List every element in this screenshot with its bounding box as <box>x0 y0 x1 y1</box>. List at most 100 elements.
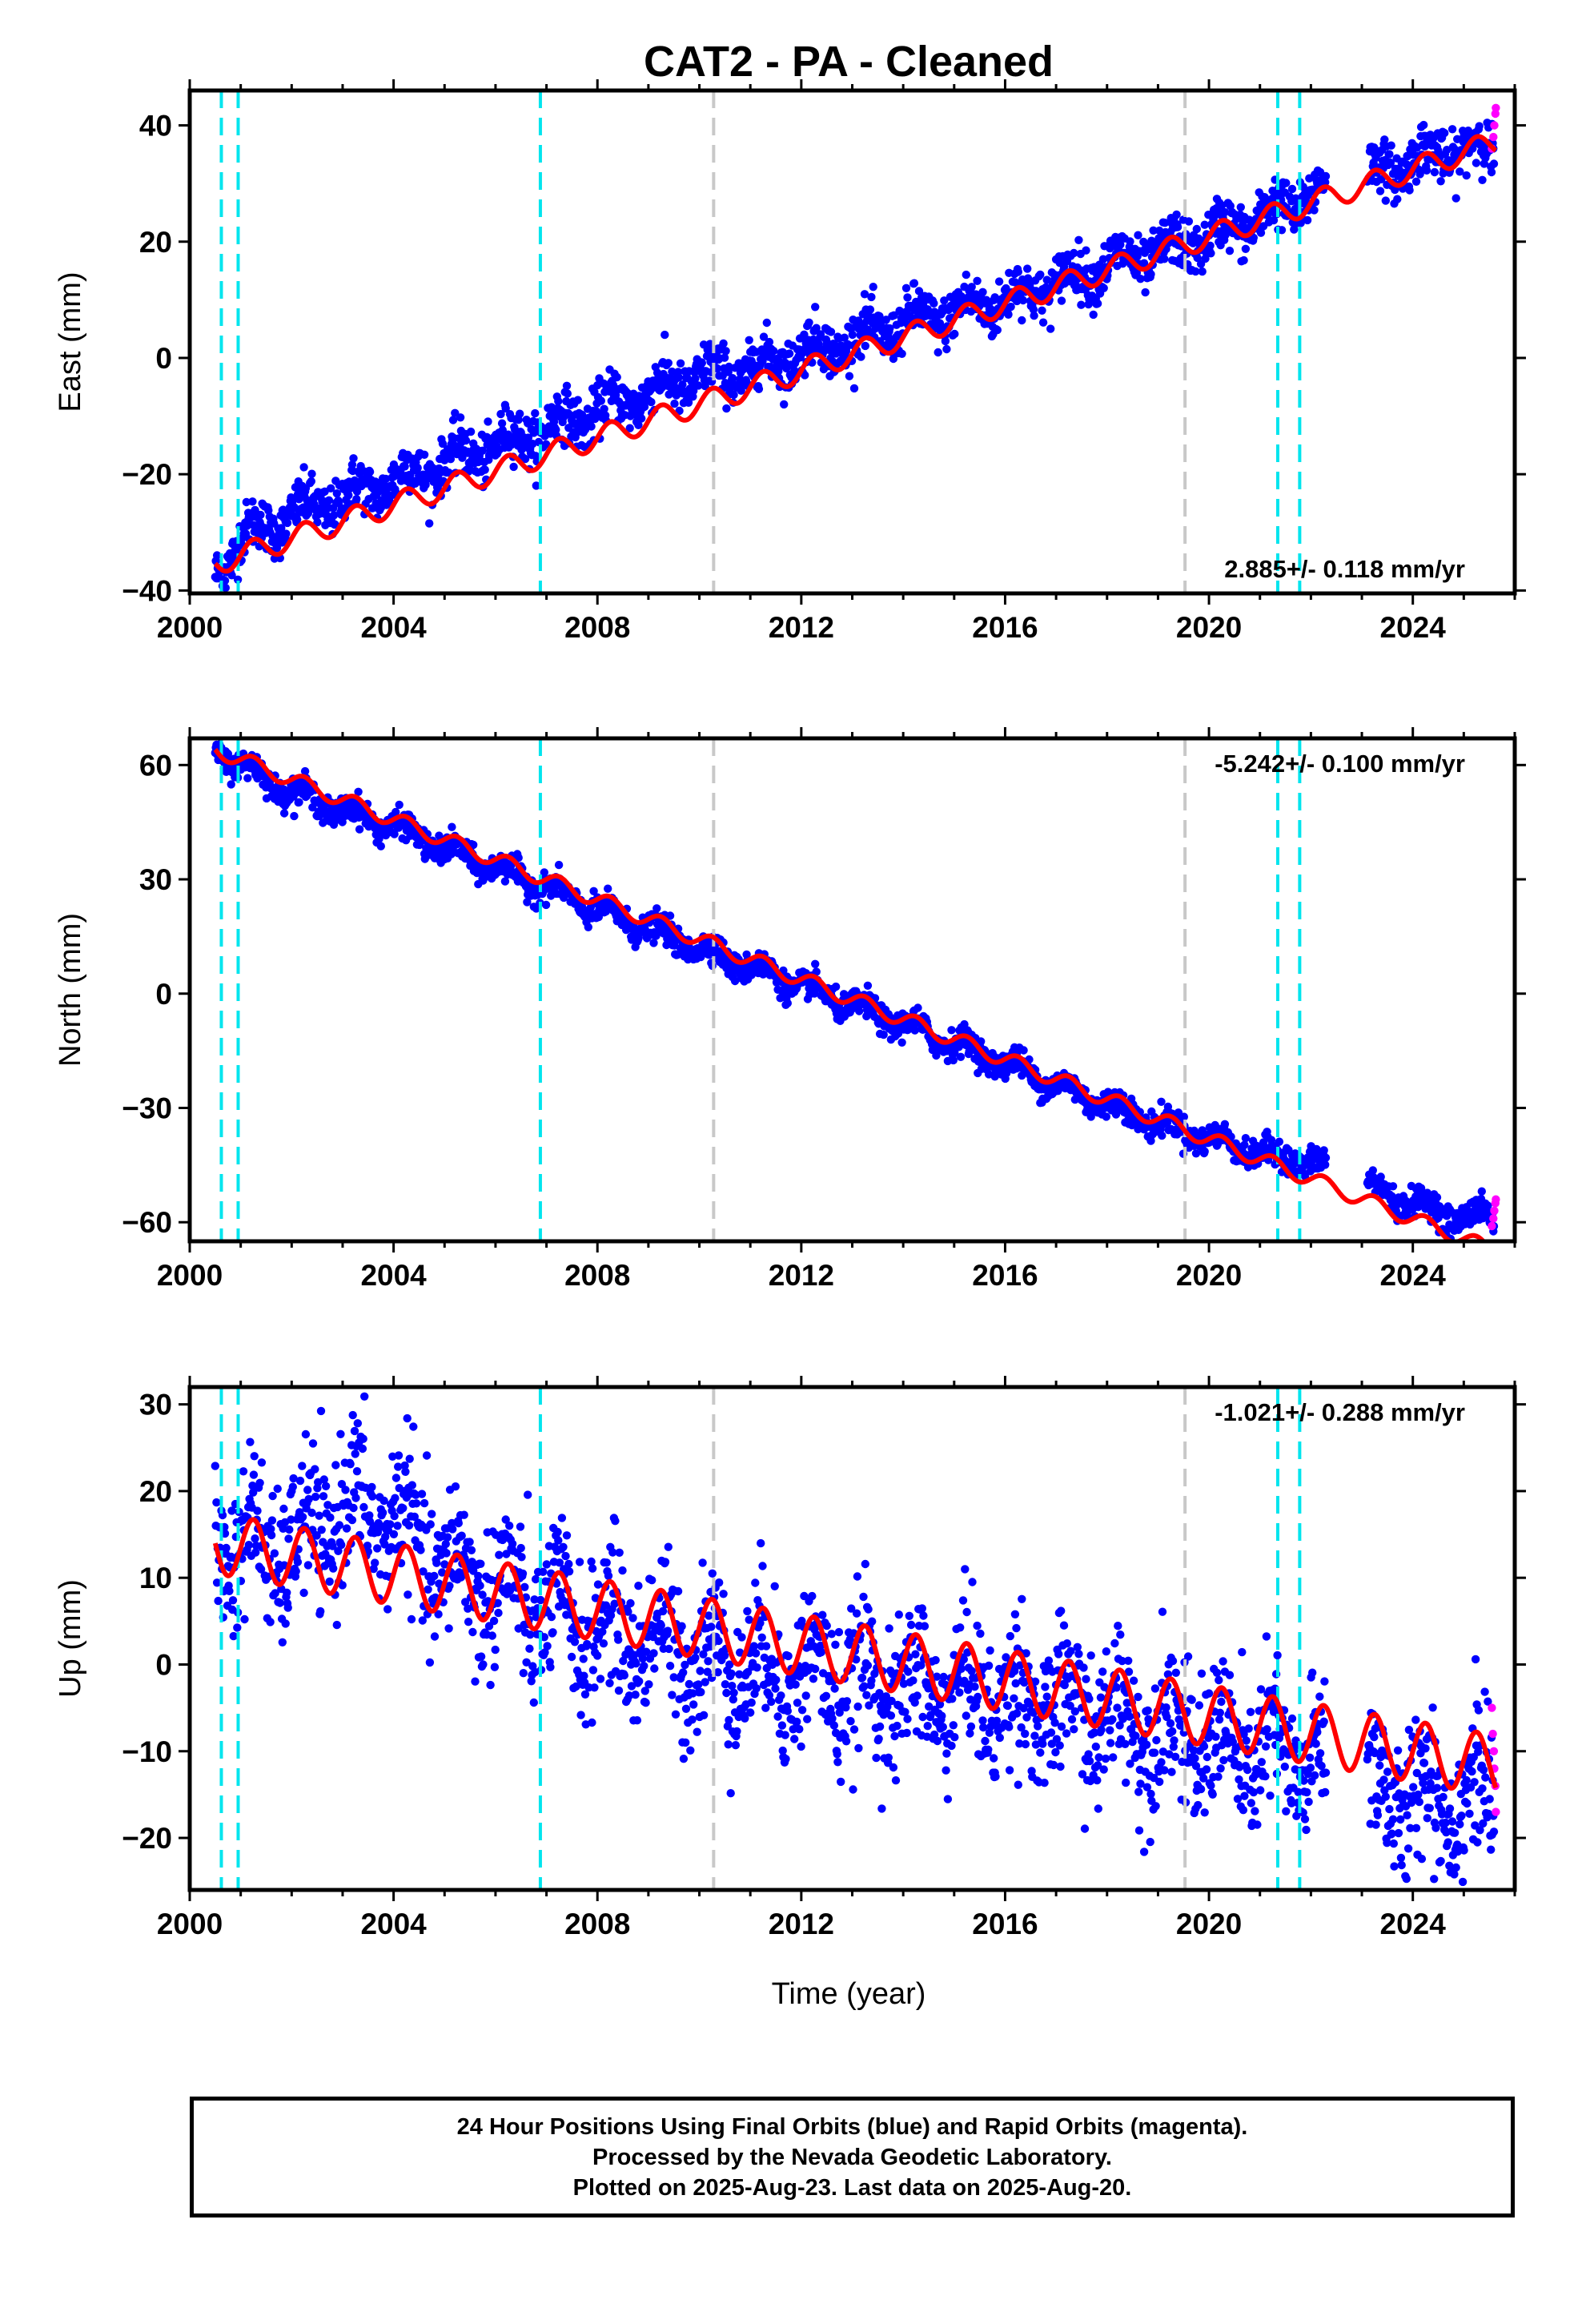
data-point <box>316 1406 326 1416</box>
data-point <box>404 1521 414 1530</box>
data-point <box>1018 296 1028 305</box>
data-point <box>674 373 683 382</box>
data-point <box>599 1639 608 1648</box>
data-point <box>1146 270 1155 279</box>
data-point <box>1089 310 1098 320</box>
data-point <box>1116 240 1125 249</box>
data-point <box>327 484 335 493</box>
data-point <box>442 1549 451 1558</box>
data-point <box>811 303 820 312</box>
data-point <box>417 1490 427 1498</box>
data-point <box>1239 255 1248 265</box>
timeseries-figure: CAT2 - PA - Cleaned 2000 2004 2008 2012 2016… <box>54 38 1526 2011</box>
data-point <box>1241 1134 1251 1143</box>
data-point <box>373 1544 382 1553</box>
data-point <box>360 1392 369 1401</box>
data-point <box>358 1444 367 1454</box>
data-point <box>295 798 303 806</box>
data-point <box>848 330 857 340</box>
data-point <box>244 1541 253 1550</box>
data-point <box>426 1520 435 1529</box>
x-tick-label: 2004 <box>360 1259 427 1292</box>
data-point <box>466 427 476 436</box>
data-point <box>531 1574 540 1584</box>
data-point <box>217 595 225 603</box>
data-point <box>403 1413 412 1423</box>
data-point <box>316 1606 325 1616</box>
data-point <box>446 455 456 464</box>
rapid-point <box>1492 103 1500 112</box>
data-point <box>1275 1137 1284 1146</box>
data-point <box>600 404 608 413</box>
data-point <box>652 931 661 940</box>
data-point <box>614 1686 624 1695</box>
data-point <box>393 1522 402 1530</box>
data-point <box>494 1608 503 1618</box>
data-point <box>547 1612 556 1622</box>
data-point <box>1388 1182 1398 1191</box>
data-point <box>762 318 771 328</box>
data-point <box>632 1659 640 1668</box>
data-point <box>1436 177 1445 186</box>
data-point <box>967 283 976 292</box>
data-point <box>593 1651 602 1660</box>
data-point <box>394 1451 404 1460</box>
data-point <box>889 354 898 364</box>
data-point <box>444 1624 453 1633</box>
data-point <box>469 840 478 850</box>
data-point <box>420 450 429 459</box>
data-point <box>267 1516 277 1525</box>
data-point <box>811 959 820 969</box>
data-point <box>495 1550 504 1559</box>
data-point <box>910 1026 919 1035</box>
data-point <box>532 481 540 490</box>
data-point <box>635 1677 644 1686</box>
data-point <box>656 1621 665 1630</box>
data-point <box>562 381 572 390</box>
data-point <box>586 903 595 912</box>
data-point <box>404 1590 412 1599</box>
data-point <box>298 1462 307 1470</box>
data-point <box>253 1506 262 1515</box>
data-point <box>1385 150 1394 159</box>
x-axis: 2000 2004 2008 2012 2016 2020 2024 <box>157 79 1516 644</box>
data-point <box>317 1526 326 1534</box>
panel-north: 2000 2004 2008 2012 2016 2020 202460300−30−60N… <box>54 727 1526 1292</box>
data-point <box>1042 275 1051 284</box>
y-axis-label: East (mm) <box>54 271 87 412</box>
data-point <box>531 408 540 418</box>
x-tick-label: 2012 <box>769 611 834 644</box>
data-point <box>438 439 448 448</box>
data-point <box>697 359 706 368</box>
data-point <box>554 396 563 406</box>
data-point <box>352 1467 362 1476</box>
data-point <box>540 868 548 877</box>
data-point <box>542 1560 551 1569</box>
data-point <box>295 1476 305 1486</box>
data-point <box>408 1481 416 1490</box>
data-point <box>474 1571 483 1581</box>
data-point <box>479 1660 488 1669</box>
data-point <box>593 1580 603 1589</box>
data-point <box>416 1546 425 1554</box>
data-point <box>311 1465 319 1474</box>
data-point <box>308 1439 318 1448</box>
data-point <box>812 324 821 332</box>
data-point <box>457 1531 466 1540</box>
data-point <box>293 1558 303 1566</box>
data-point <box>942 344 951 354</box>
data-point <box>443 1533 452 1542</box>
data-point <box>351 1494 360 1502</box>
data-point <box>1198 267 1207 276</box>
data-point <box>500 877 510 886</box>
data-point <box>594 912 603 922</box>
data-point <box>596 396 605 405</box>
data-point <box>476 1652 486 1661</box>
data-point <box>488 1631 496 1640</box>
x-tick-label: 2008 <box>564 1259 630 1292</box>
data-point <box>337 1540 346 1550</box>
data-point <box>321 1482 331 1491</box>
data-point <box>557 1514 567 1522</box>
data-point <box>640 1662 648 1671</box>
